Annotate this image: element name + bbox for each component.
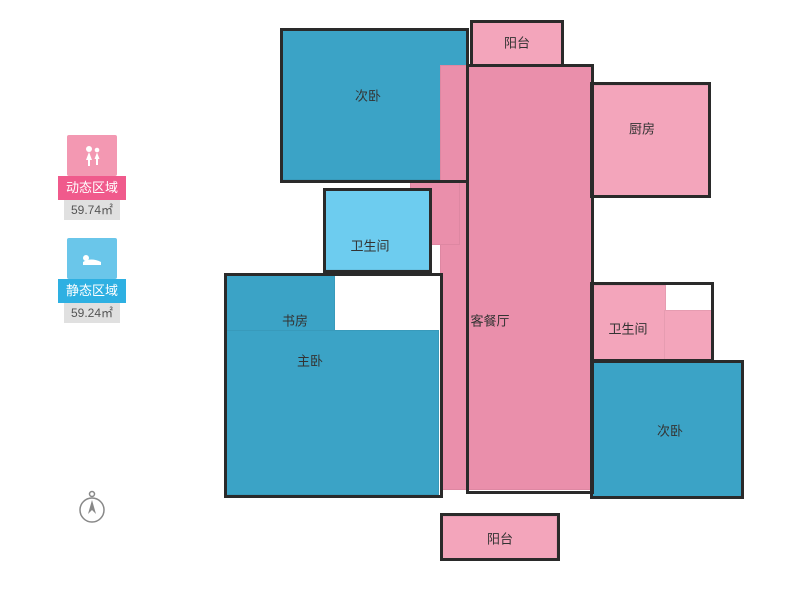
room-label-living: 客餐厅 <box>470 311 509 330</box>
room-label-master: 主卧 <box>297 351 323 370</box>
floorplan: 阳台次卧厨房客餐厅卫生间书房主卧卫生间次卧阳台 <box>210 20 760 580</box>
room-label-study: 书房 <box>282 311 308 330</box>
room-label-sec-bedroom-btm: 次卧 <box>657 421 683 440</box>
room-label-bath-left: 卫生间 <box>350 236 389 255</box>
room-living <box>440 65 592 490</box>
dynamic-area-title: 动态区域 <box>58 176 126 200</box>
dynamic-area-icon <box>67 135 117 176</box>
room-label-balcony-top: 阳台 <box>504 33 530 52</box>
static-area-icon <box>67 238 117 279</box>
room-bath-left <box>325 190 430 270</box>
room-bath-right-ext <box>664 310 712 360</box>
room-label-bath-right: 卫生间 <box>608 319 647 338</box>
sleep-icon <box>79 249 105 269</box>
room-label-kitchen: 厨房 <box>629 119 655 138</box>
static-area-title: 静态区域 <box>58 279 126 303</box>
legend-panel: 动态区域 59.74㎡ 静态区域 59.24㎡ <box>58 135 126 341</box>
room-label-sec-bedroom-top: 次卧 <box>355 86 381 105</box>
room-kitchen <box>592 85 709 197</box>
people-icon <box>80 145 104 167</box>
static-area-value: 59.24㎡ <box>64 303 120 323</box>
room-label-balcony-btm: 阳台 <box>487 529 513 548</box>
dynamic-area-value: 59.74㎡ <box>64 200 120 220</box>
compass-icon <box>75 490 109 524</box>
room-master <box>225 330 439 495</box>
